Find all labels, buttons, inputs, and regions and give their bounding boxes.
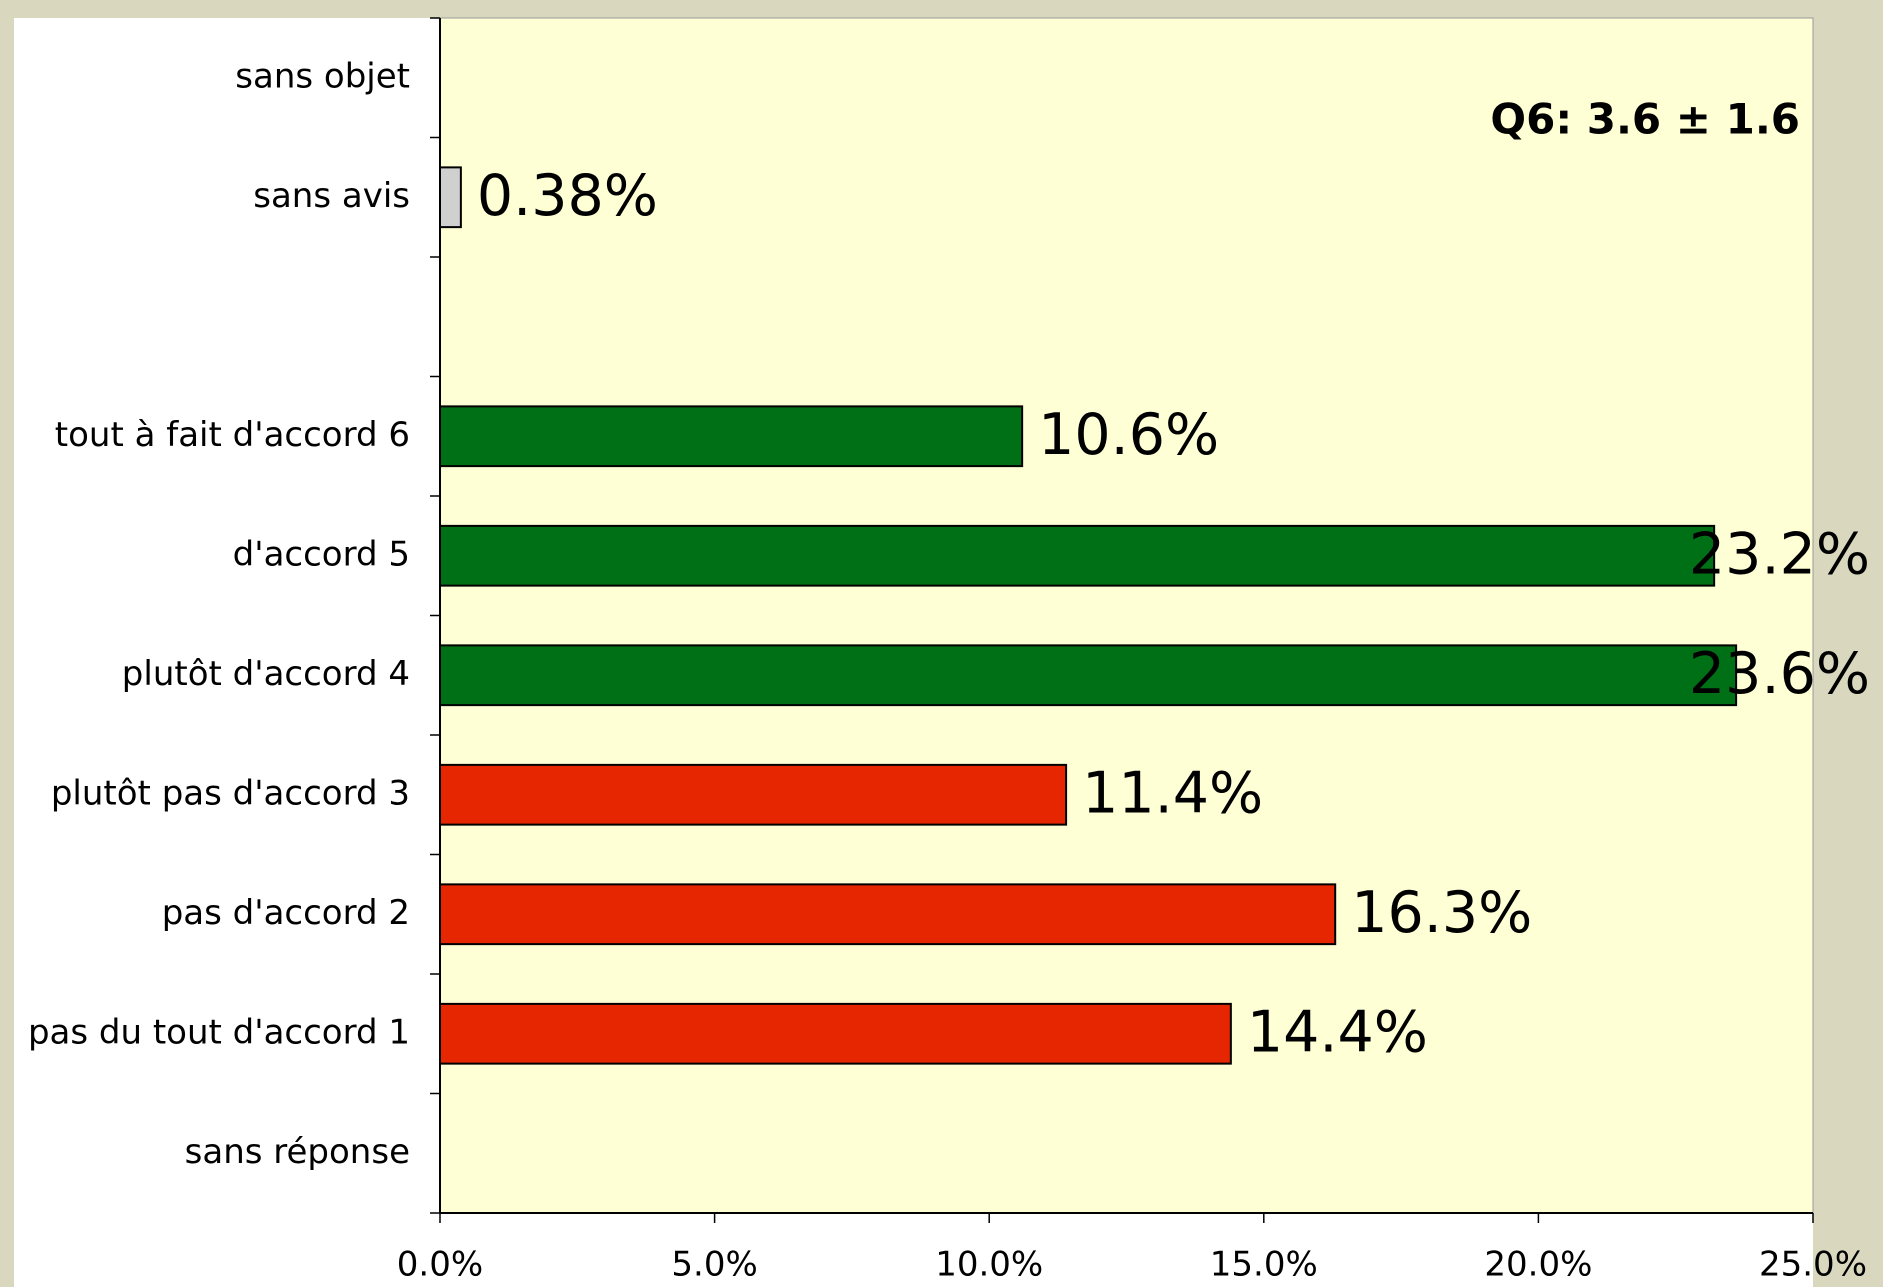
bar [439,166,462,229]
value-label: 11.4% [1082,760,1263,826]
category-label: plutôt pas d'accord 3 [51,773,410,813]
value-label: 14.4% [1247,999,1428,1065]
bar [439,524,1716,587]
category-label: sans objet [235,56,410,96]
value-label: 23.6% [1689,641,1870,707]
bar [439,763,1068,826]
annotation: Q6: 3.6 ± 1.6 [1490,95,1800,144]
x-tick-label: 20.0% [1484,1245,1592,1285]
category-label: d'accord 5 [233,534,410,574]
x-tick-label: 5.0% [671,1245,757,1285]
category-label: sans avis [253,176,410,216]
category-label: pas du tout d'accord 1 [28,1012,410,1052]
category-label: sans réponse [185,1132,410,1172]
bar [439,644,1738,707]
value-label: 16.3% [1351,880,1532,946]
category-label: pas d'accord 2 [162,893,410,933]
x-tick-label: 25.0% [1759,1245,1867,1285]
x-tick-label: 0.0% [397,1245,483,1285]
value-label: 0.38% [477,163,658,229]
category-label: plutôt d'accord 4 [122,654,410,694]
category-label: tout à fait d'accord 6 [55,415,410,455]
bar [439,1002,1232,1065]
bar [439,883,1337,946]
bar [439,405,1024,468]
value-label: 10.6% [1038,402,1219,468]
value-label: 23.2% [1689,521,1870,587]
x-tick-label: 10.0% [935,1245,1043,1285]
x-tick-label: 15.0% [1210,1245,1318,1285]
